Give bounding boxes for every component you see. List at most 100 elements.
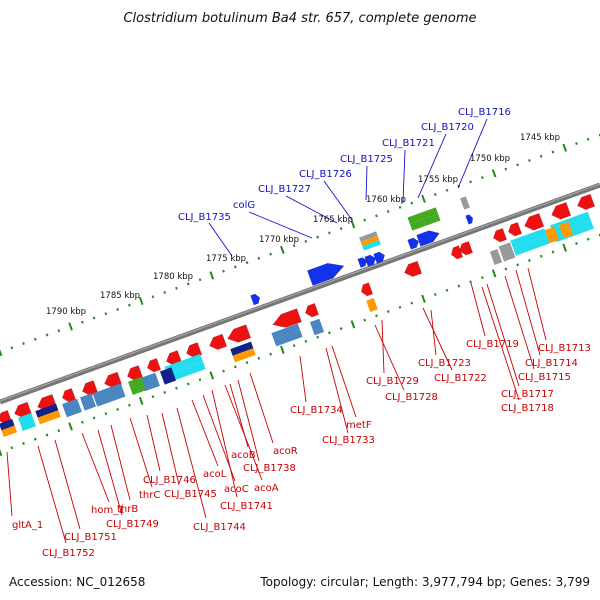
forward-gene-arrow [357,257,368,268]
minor-tick [516,263,519,267]
reverse-gene-arrow [508,221,523,237]
gene-label: CLJ_B1716 [458,107,511,118]
minor-tick [445,188,449,192]
gene-label: CLJ_B1722 [434,373,487,384]
kbp-label: 1755 kbp [418,175,458,185]
leader-line [248,211,313,239]
major-tick [280,245,285,254]
minor-tick [457,284,461,288]
rna-block [92,383,126,407]
leader-line [161,412,180,486]
rna-block-stripe [498,242,516,262]
forward-gene-arrow [250,293,261,306]
rna-block-stripe [409,213,441,231]
gene-label: CLJ_B1728 [385,392,438,403]
minor-tick [433,293,437,297]
rna-block-stripe [18,413,36,431]
gene-label: CLJ_B1718 [501,403,554,414]
gene-label: acoL [203,469,227,480]
leader-line [515,269,541,356]
gene-label: CLJ_B1738 [243,463,296,474]
gene-label: CLJ_B1721 [382,138,435,149]
rna-block-stripe [1,425,17,437]
rna-block-stripe [271,323,301,340]
leader-line [481,286,520,401]
reverse-gene-arrow [62,387,77,403]
minor-tick [469,280,472,284]
leader-line [81,432,110,503]
leader-line [381,319,385,374]
minor-tick [316,335,319,339]
kbp-label: 1770 kbp [259,235,299,245]
minor-tick [575,142,578,145]
reverse-gene-arrow [186,342,203,358]
major-tick [0,347,3,357]
minor-tick [222,269,225,273]
rna-block [359,231,381,251]
gene-label: gltA_1 [12,520,43,531]
gene-label: CLJ_B1729 [366,376,419,387]
leader-line [465,217,471,220]
major-tick [562,243,568,252]
rna-block-stripe [167,361,206,382]
reverse-gene-arrow [127,365,144,381]
gene-label: CLJ_B1720 [421,122,474,133]
major-tick [562,143,568,152]
minor-tick [328,331,331,335]
leader-line [146,414,161,472]
leader-line [527,267,547,341]
accession-text: Accession: NC_012658 [9,575,145,589]
minor-tick [292,344,296,348]
minor-tick [257,356,261,360]
minor-tick [116,407,119,411]
leader-line [417,133,447,199]
gene-label: CLJ_B1719 [466,339,519,350]
kbp-scale: 1745 kbp 1750 kbp 1755 kbp 1760 kbp 1765… [46,133,560,317]
gene-label: CLJ_B1741 [220,501,273,512]
rna-block [309,318,325,336]
leader-line [365,165,368,201]
leader-line [6,451,13,517]
leader-line [249,372,274,444]
gene-label: CLJ_B1725 [340,154,393,165]
minor-tick [339,327,343,331]
minor-tick [551,150,555,154]
rna-block-stripe [37,410,61,425]
rna-block [0,419,17,437]
major-tick [68,322,73,331]
minor-tick [269,352,272,356]
gene-label: CLJ_B1726 [299,169,352,180]
minor-tick [481,176,484,180]
rna-block-stripe [359,231,378,242]
rna-block [558,221,574,239]
minor-tick [375,314,378,318]
minor-tick [539,154,543,158]
major-tick [209,271,215,280]
leader-line [208,222,233,257]
reverse-gene-arrow [577,193,596,210]
reverse-gene-arrow [451,245,464,260]
minor-tick [233,265,237,269]
rna-block-stripe [230,341,254,356]
minor-tick [33,437,37,441]
rna-block-stripe [79,393,97,411]
leader-line [422,307,453,371]
minor-tick [386,210,390,214]
rna-block [62,398,82,418]
gene-label: CLJ_B1713 [538,343,591,354]
reverse-gene-arrow [14,401,33,418]
forward-gene-arrow [364,254,377,267]
major-tick [421,294,426,303]
rna-block [164,354,206,382]
backbone [0,182,600,405]
reverse-gene-labels: CLJ_B1713 CLJ_B1714 CLJ_B1715 CLJ_B1717 … [12,339,591,559]
leader-line [237,379,260,462]
minor-tick [10,346,14,350]
rna-block-stripe [35,403,59,418]
leader-line [331,345,357,418]
minor-tick [198,378,202,382]
minor-tick [81,420,84,424]
leader-line [176,407,207,519]
leader-line [504,275,535,370]
rna-block-stripe [62,398,82,418]
